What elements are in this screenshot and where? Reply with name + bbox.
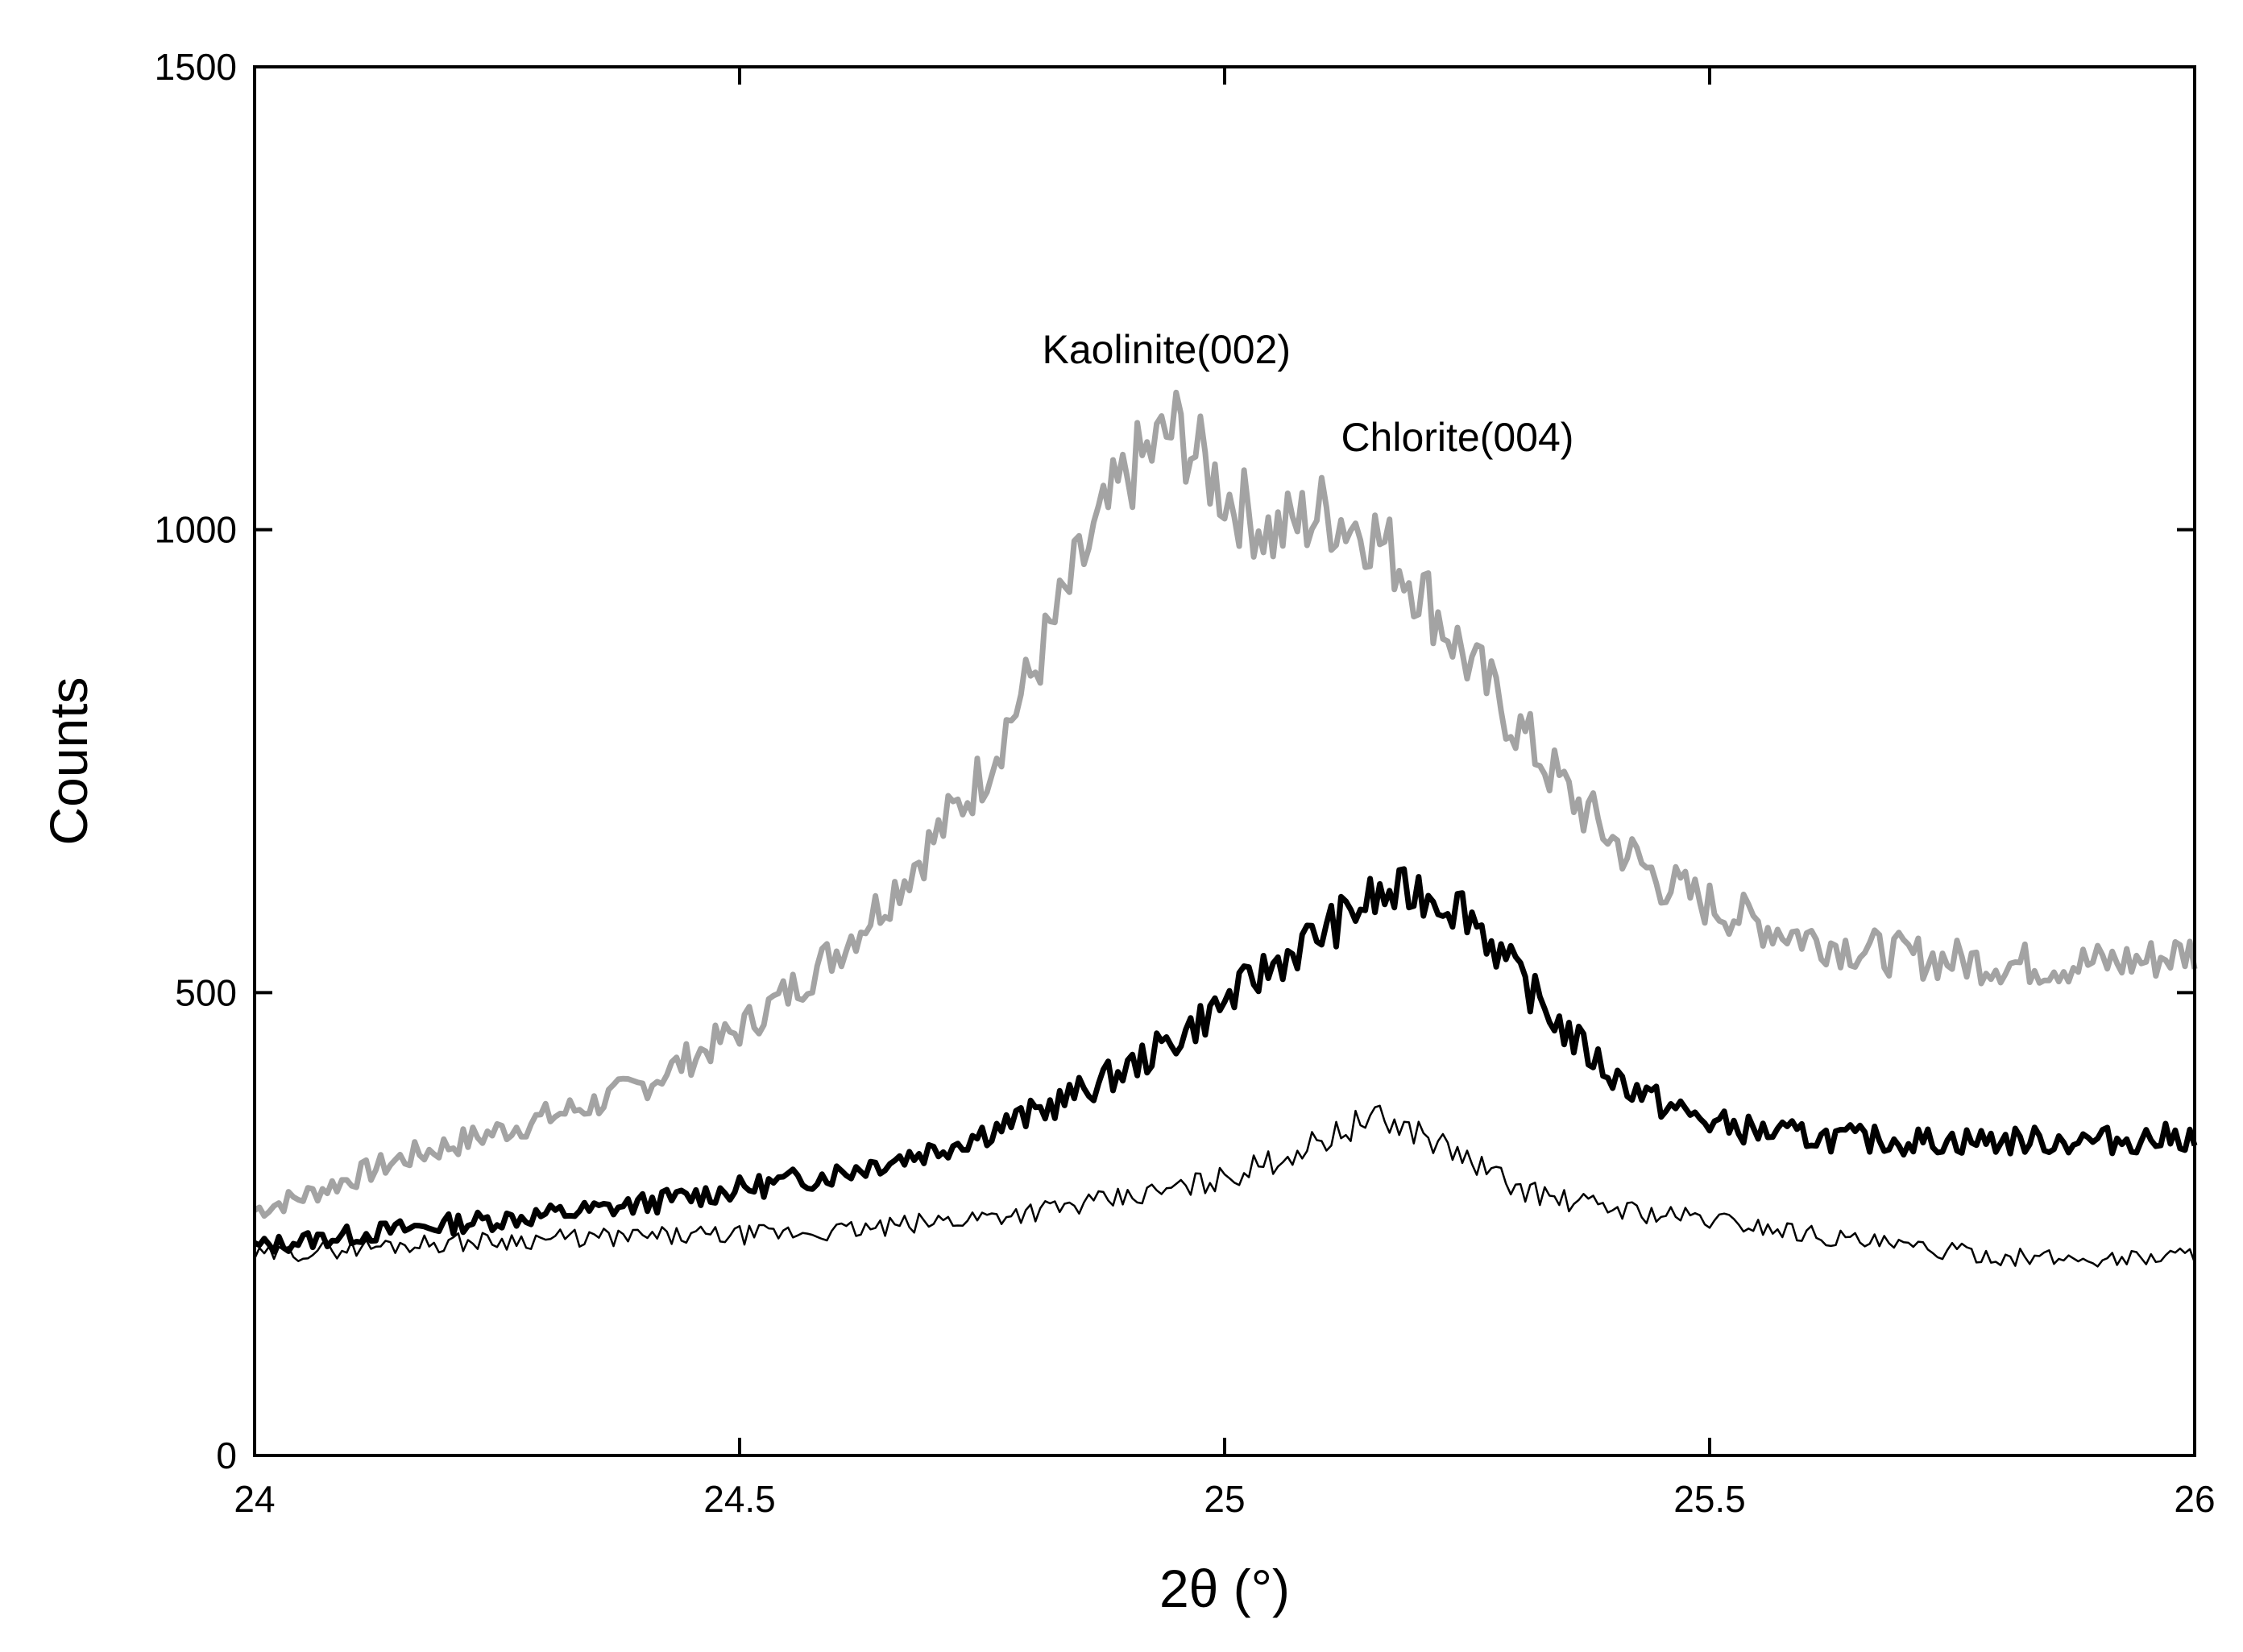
x-tick-label: 25 bbox=[1204, 1478, 1245, 1520]
y-tick-label: 0 bbox=[216, 1435, 237, 1476]
annotation-layer: Kaolinite(002) Chlorite(004) bbox=[1042, 327, 1573, 460]
series-layer bbox=[253, 389, 2198, 1268]
peak-annotation: Kaolinite(002) bbox=[1042, 327, 1291, 372]
x-tick-label: 24 bbox=[234, 1478, 275, 1520]
ticks-layer: 24 24.5 25 25.5 26 0 500 1000 1500 bbox=[155, 46, 2216, 1520]
y-axis-title: Counts bbox=[39, 677, 98, 845]
x-axis-title: 2θ (°) bbox=[1159, 1559, 1290, 1618]
series-line-1 bbox=[253, 389, 2198, 1219]
x-tick-label: 24.5 bbox=[703, 1478, 776, 1520]
y-tick-label: 1500 bbox=[155, 46, 237, 88]
y-tick-label: 1000 bbox=[155, 509, 237, 551]
x-tick-label: 26 bbox=[2174, 1478, 2215, 1520]
series-line-3 bbox=[253, 1104, 2196, 1268]
series-line-2 bbox=[253, 866, 2198, 1255]
peak-annotation: Chlorite(004) bbox=[1341, 415, 1573, 460]
plot-frame bbox=[253, 65, 2196, 1457]
y-tick-label: 500 bbox=[175, 971, 237, 1013]
x-tick-label: 25.5 bbox=[1673, 1478, 1746, 1520]
